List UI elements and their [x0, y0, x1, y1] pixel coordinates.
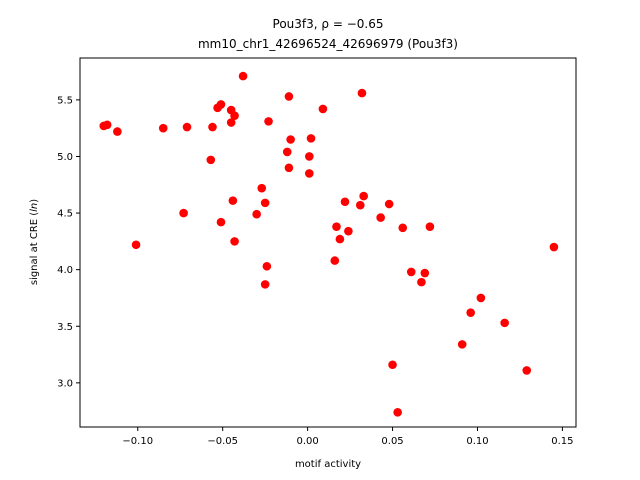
data-point	[344, 226, 353, 236]
data-point	[158, 123, 168, 133]
data-point	[257, 183, 267, 193]
data-point	[264, 117, 273, 126]
data-point	[208, 122, 217, 132]
chart-title-line2: mm10_chr1_42696524_42696979 (Pou3f3)	[198, 37, 458, 51]
data-point	[260, 198, 270, 208]
x-tick-label: −0.10	[122, 436, 153, 447]
data-point	[393, 407, 402, 417]
data-point	[179, 208, 188, 218]
data-point	[286, 135, 295, 144]
data-point	[425, 222, 435, 231]
y-tick-label: 5.5	[57, 95, 73, 106]
y-tick-label: 4.5	[57, 209, 73, 220]
data-point	[113, 127, 122, 136]
x-tick-label: 0.10	[466, 436, 488, 447]
data-point	[262, 261, 272, 271]
data-point	[359, 191, 368, 201]
data-point	[340, 197, 350, 207]
data-point	[306, 134, 316, 143]
y-axis: 3.0 3.5 4.0 4.5 5.0 5.5	[57, 95, 80, 389]
data-point	[230, 111, 239, 121]
data-point	[284, 163, 294, 173]
data-point	[260, 280, 270, 289]
data-point	[457, 340, 467, 349]
data-point	[182, 122, 192, 132]
data-point	[318, 104, 328, 114]
data-point	[216, 100, 226, 109]
data-point	[238, 71, 248, 81]
x-axis: −0.10 −0.05 0.00 0.05 0.10 0.15	[122, 427, 574, 447]
data-point	[305, 169, 314, 178]
x-axis-label: motif activity	[295, 459, 361, 470]
y-tick-label: 3.0	[57, 378, 73, 389]
y-tick-label: 4.0	[57, 265, 73, 276]
data-point	[420, 268, 430, 278]
data-point	[398, 223, 408, 233]
data-point	[206, 155, 216, 165]
data-point	[226, 118, 236, 127]
y-tick-label: 3.5	[57, 322, 73, 333]
data-point	[216, 217, 226, 227]
data-point	[522, 366, 532, 375]
data-point	[388, 360, 397, 370]
data-point	[284, 92, 294, 101]
data-point	[406, 267, 416, 277]
data-point	[305, 152, 314, 161]
data-point	[330, 256, 340, 265]
data-point	[102, 120, 112, 130]
data-point	[384, 199, 394, 209]
data-point	[376, 213, 385, 222]
data-point	[500, 318, 509, 328]
x-tick-label: 0.00	[296, 436, 318, 447]
data-point	[228, 196, 238, 205]
chart-title-line1: Pou3f3, ρ = −0.65	[273, 17, 384, 31]
data-point	[252, 209, 261, 219]
x-tick-label: −0.05	[207, 436, 238, 447]
data-point	[466, 308, 475, 317]
data-point	[355, 200, 365, 210]
y-axis-label: signal at CRE (ln)	[29, 199, 40, 285]
y-tick-label: 5.0	[57, 152, 73, 163]
data-points	[99, 71, 559, 417]
data-point	[282, 147, 292, 157]
data-point	[335, 234, 345, 244]
data-point	[476, 293, 486, 303]
x-tick-label: 0.05	[381, 436, 403, 447]
data-point	[417, 277, 426, 287]
plot-area-frame	[79, 57, 577, 428]
data-point	[549, 242, 559, 252]
data-point	[332, 222, 341, 231]
x-tick-label: 0.15	[551, 436, 573, 447]
data-point	[357, 88, 367, 98]
data-point	[230, 237, 239, 246]
data-point	[131, 240, 141, 250]
